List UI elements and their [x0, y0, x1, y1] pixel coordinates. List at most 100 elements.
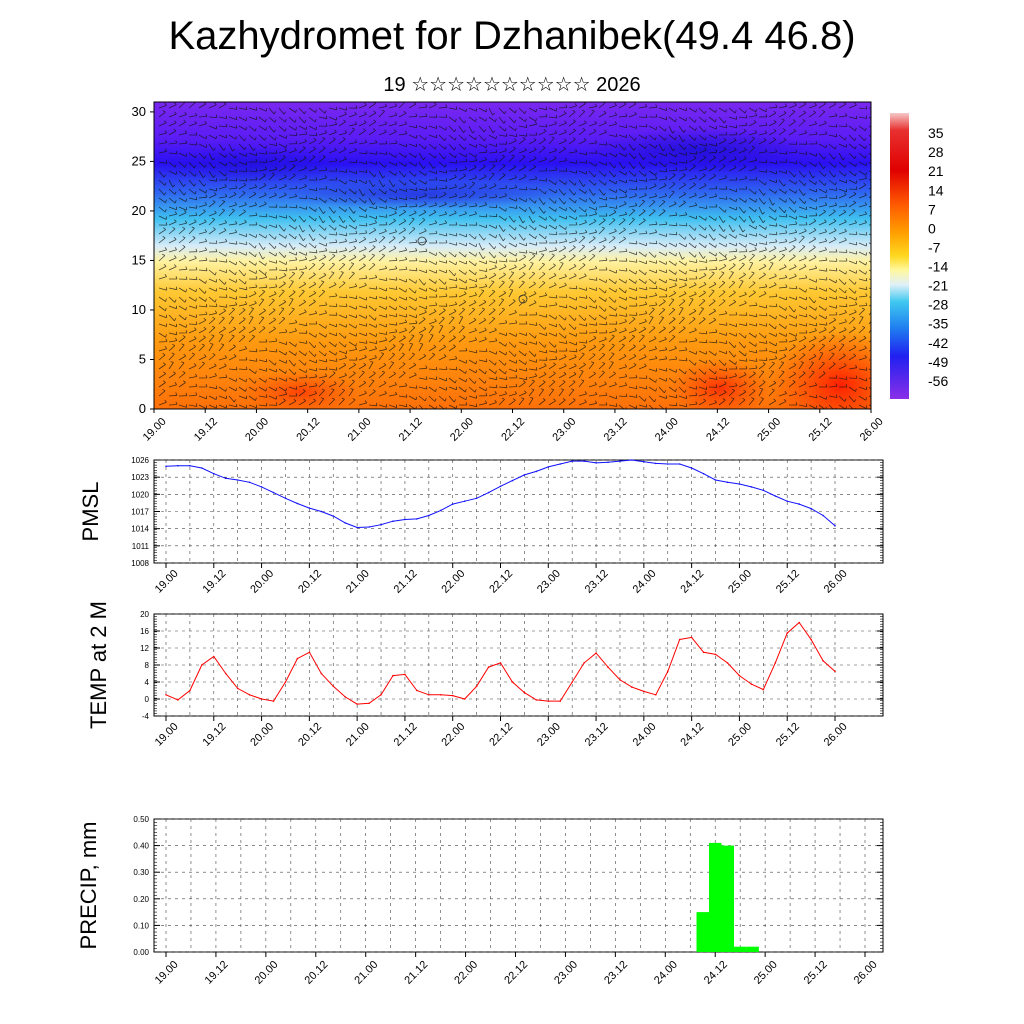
temp-point — [165, 694, 167, 696]
temp-x-tick-label: 26.00 — [822, 721, 850, 749]
wind-barbs — [158, 102, 871, 409]
pmsl-point — [392, 520, 394, 522]
temp-x-tick-label: 25.00 — [726, 721, 754, 749]
pmsl-point — [308, 507, 311, 509]
pmsl-point — [201, 467, 203, 469]
temp-point — [678, 638, 681, 641]
section-x-tick-label: 22.00 — [448, 416, 476, 444]
pmsl-point — [559, 463, 561, 465]
temp-point — [631, 686, 633, 688]
temp-point — [499, 662, 502, 664]
temp-x-tick-label: 24.00 — [631, 721, 659, 749]
section-y-tick-label: 25 — [132, 153, 146, 168]
section-x-tick-label: 20.12 — [294, 416, 322, 444]
pmsl-point — [667, 463, 669, 465]
precip-x-tick-label: 25.12 — [802, 959, 830, 987]
section-panel: 0 5 10 15 20 25 30 19.00 19.12 20.00 20.12 21.00 21.… — [132, 101, 886, 444]
precip-x-tick-label: 19.00 — [153, 959, 181, 987]
temp-point — [451, 694, 454, 697]
precip-bar — [721, 845, 734, 952]
pmsl-x-tick-label: 22.00 — [439, 568, 467, 596]
pmsl-x-tick-label: 24.12 — [678, 568, 706, 596]
chart-title: Kazhydromet for Dzhanibek(49.4 46.8) — [168, 14, 856, 58]
precip-bar — [746, 946, 759, 952]
pmsl-point — [475, 497, 478, 500]
pmsl-point — [690, 467, 693, 469]
section-x-tick-label: 24.00 — [653, 416, 681, 444]
pmsl-x-tick-label: 23.12 — [583, 568, 611, 596]
precip-y-tick-label: 0.20 — [133, 895, 149, 904]
precip-grid — [154, 818, 883, 953]
temp-point — [272, 700, 275, 702]
precip-x-tick-label: 24.12 — [702, 959, 730, 987]
pmsl-point — [248, 481, 251, 484]
temp-point — [774, 662, 777, 664]
precip-y-tick-label: 0.30 — [133, 868, 149, 877]
cold-spot-2 — [160, 147, 340, 183]
pmsl-point — [511, 479, 514, 482]
temp-point — [332, 685, 335, 688]
temp-x-tick-label: 25.12 — [774, 721, 802, 749]
temp-x-tick-label: 19.12 — [201, 721, 229, 749]
temp-point — [487, 666, 490, 668]
temp-point — [822, 660, 824, 662]
pmsl-point — [774, 495, 777, 497]
section-y-tick-label: 30 — [132, 104, 146, 119]
chart-subtitle: 19 ☆☆☆☆☆☆☆☆☆☆ 2026 — [383, 74, 641, 96]
temp-point — [428, 694, 430, 696]
pmsl-x-tick-label: 26.00 — [822, 568, 850, 596]
precip-x-tick-label: 26.00 — [852, 959, 880, 987]
pmsl-point — [356, 526, 358, 529]
pmsl-point — [177, 464, 179, 467]
temp-point — [308, 651, 311, 654]
precip-x-tick-label: 22.12 — [502, 959, 530, 987]
temp-y-tick-label: 4 — [145, 678, 150, 687]
pmsl-point — [631, 459, 633, 461]
wind-barb-field — [158, 102, 871, 409]
pmsl-y-tick-label: 1011 — [132, 542, 150, 551]
pmsl-point — [416, 518, 418, 520]
pmsl-y-tick-label: 1014 — [131, 525, 149, 534]
colorbar-label: -42 — [928, 335, 948, 351]
pmsl-x-tick-label: 22.12 — [487, 568, 515, 596]
section-x-tick-label: 24.12 — [704, 416, 732, 444]
temp-point — [404, 673, 406, 676]
temp-point — [738, 674, 741, 677]
pmsl-point — [189, 464, 191, 467]
colorbar-label: 7 — [928, 201, 936, 217]
pmsl-point — [332, 515, 335, 517]
colorbar-label: -56 — [928, 373, 948, 389]
precip-x-tick-label: 23.00 — [552, 959, 580, 987]
temp-point — [643, 690, 645, 693]
precip-y-tick-label: 0.50 — [133, 815, 149, 824]
temp-y-tick-label: -4 — [142, 712, 150, 721]
colorbar-label: -21 — [928, 278, 948, 294]
precip-bar — [696, 912, 709, 952]
pmsl-point — [571, 460, 573, 462]
temp-point — [224, 672, 227, 675]
section-x-tick-label: 25.12 — [807, 416, 835, 444]
precip-x-tick-label: 21.00 — [352, 959, 380, 987]
pmsl-point — [678, 463, 681, 465]
precip-y-label: PRECIP, mm — [76, 822, 101, 950]
pmsl-point — [380, 523, 382, 526]
pmsl-point — [236, 479, 239, 481]
cold-spot-1 — [590, 128, 810, 172]
section-x-tick-label: 19.12 — [192, 416, 220, 444]
colorbar-label: -7 — [928, 239, 941, 255]
pmsl-point — [451, 503, 454, 505]
precip-x-tick-label: 20.00 — [253, 959, 281, 987]
temp-grid — [154, 613, 883, 717]
temp-point — [463, 698, 466, 700]
temp-point — [284, 681, 287, 683]
pmsl-point — [810, 507, 812, 510]
section-x-tick-label: 25.00 — [755, 416, 783, 444]
temp-point — [714, 653, 717, 656]
pmsl-point — [822, 514, 824, 517]
pmsl-point — [547, 466, 550, 468]
temp-point — [667, 670, 669, 673]
temp-point — [583, 662, 585, 664]
pmsl-x-tick-label: 25.00 — [726, 568, 754, 596]
temp-point — [619, 679, 621, 681]
